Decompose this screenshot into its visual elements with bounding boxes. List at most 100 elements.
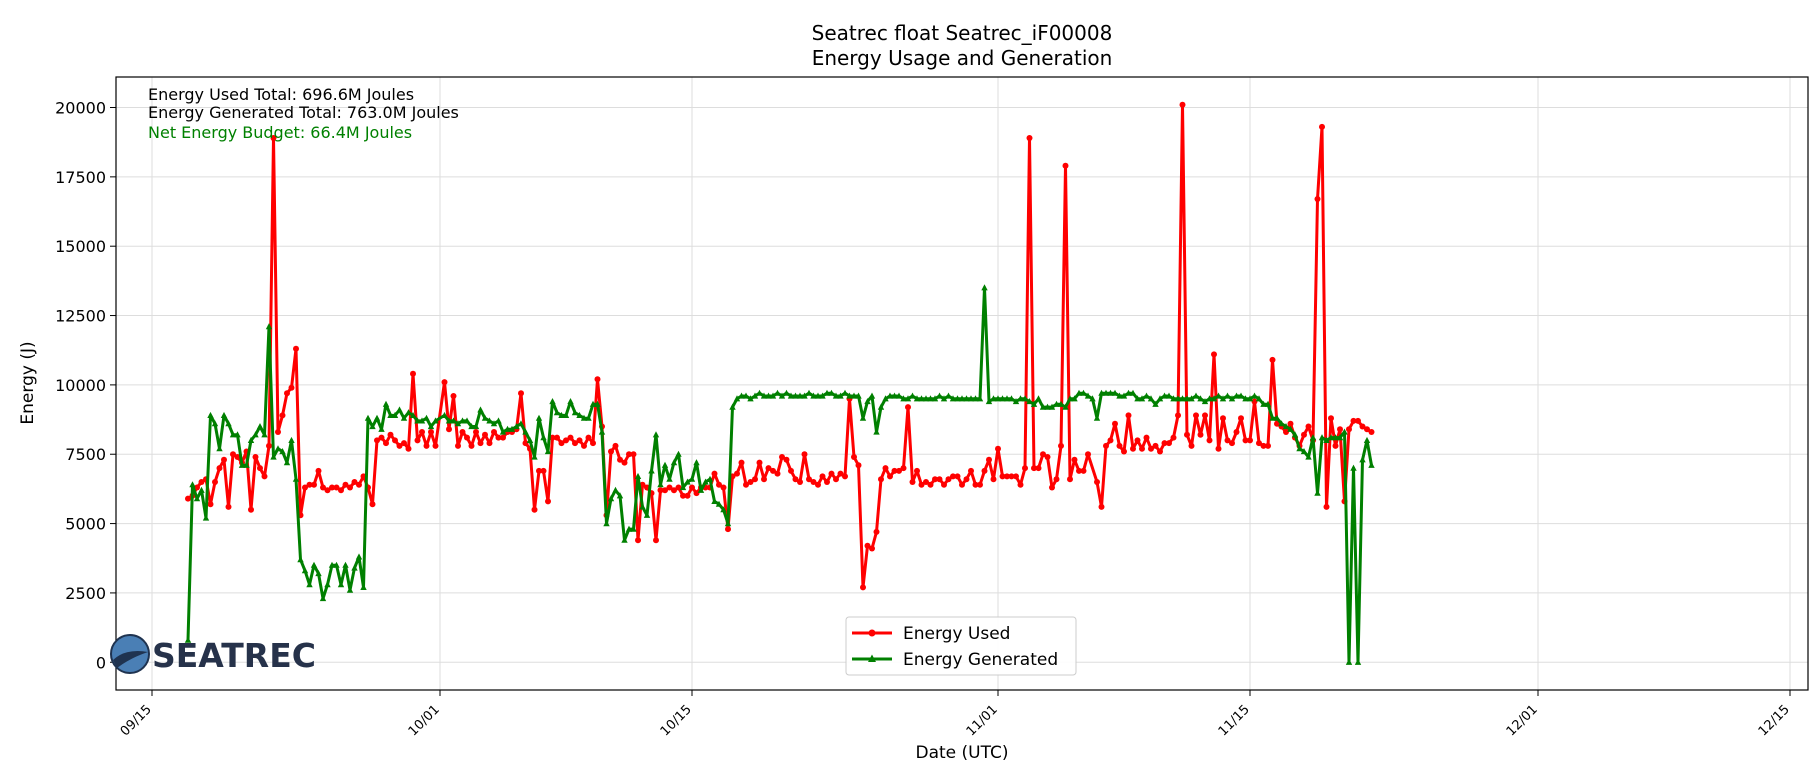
data-point-energy-generated <box>504 425 511 432</box>
data-point-energy-used <box>1008 473 1015 480</box>
data-point-energy-used <box>662 487 668 494</box>
data-point-energy-generated <box>711 497 718 504</box>
data-point-energy-used <box>1044 454 1051 460</box>
data-point-energy-used <box>270 135 277 141</box>
x-axis-label: Date (UTC) <box>915 743 1008 763</box>
data-point-energy-generated <box>1314 489 1321 496</box>
data-point-energy-generated <box>720 506 727 513</box>
data-point-energy-generated <box>1107 389 1114 396</box>
y-tick-label: 0 <box>96 653 106 672</box>
data-point-energy-used <box>891 467 898 474</box>
data-point-energy-generated <box>414 417 421 424</box>
data-point-energy-used <box>1251 398 1258 405</box>
data-point-energy-generated <box>216 445 223 452</box>
data-point-energy-generated <box>679 484 687 491</box>
data-point-energy-used <box>810 479 817 485</box>
data-point-energy-used <box>279 412 286 419</box>
data-point-energy-generated <box>643 511 651 518</box>
data-point-energy-generated <box>1044 403 1051 410</box>
data-point-energy-generated <box>715 500 723 507</box>
data-point-energy-generated <box>432 417 439 424</box>
data-point-energy-generated <box>904 395 912 402</box>
data-point-energy-generated <box>1296 445 1303 452</box>
y-tick-label: 20000 <box>55 99 106 118</box>
data-point-energy-generated <box>202 514 210 521</box>
data-point-energy-generated <box>423 414 430 421</box>
data-point-energy-generated <box>1093 414 1101 421</box>
data-point-energy-generated <box>1161 392 1168 399</box>
data-point-energy-used <box>378 434 385 441</box>
data-point-energy-used <box>833 476 839 483</box>
data-point-energy-generated <box>976 395 984 402</box>
data-point-energy-generated <box>553 409 561 416</box>
data-point-energy-generated <box>1089 395 1096 402</box>
data-point-energy-generated <box>409 411 417 418</box>
data-point-energy-generated <box>909 392 916 399</box>
data-point-energy-used <box>1179 101 1186 108</box>
data-point-energy-used <box>1197 431 1204 438</box>
data-point-energy-used <box>1058 442 1064 449</box>
data-point-energy-used <box>531 506 538 513</box>
data-point-energy-generated <box>1273 414 1281 421</box>
data-point-energy-generated <box>1183 395 1191 402</box>
data-point-energy-used <box>194 484 200 491</box>
data-point-energy-used <box>252 454 259 460</box>
data-point-energy-used <box>1116 442 1123 449</box>
data-point-energy-used <box>1287 420 1294 427</box>
data-point-energy-generated <box>891 392 898 399</box>
data-point-energy-generated <box>1035 395 1042 402</box>
data-point-energy-used <box>333 484 340 491</box>
data-point-energy-used <box>329 484 335 491</box>
data-point-energy-used <box>446 426 452 433</box>
data-point-energy-generated <box>1165 392 1173 399</box>
data-point-energy-generated <box>630 525 637 532</box>
data-point-energy-generated <box>549 398 556 405</box>
data-point-energy-generated <box>459 417 466 424</box>
data-point-energy-generated <box>1345 658 1353 665</box>
data-point-energy-generated <box>580 414 588 421</box>
data-point-energy-used <box>693 490 700 497</box>
y-tick-label: 7500 <box>65 445 106 464</box>
data-point-energy-used <box>482 431 488 438</box>
data-point-energy-generated <box>1021 395 1029 402</box>
data-point-energy-used <box>828 470 835 477</box>
data-point-energy-generated <box>963 395 970 402</box>
data-point-energy-used <box>540 467 547 474</box>
data-point-energy-generated <box>1210 395 1218 402</box>
data-point-energy-generated <box>1179 395 1186 402</box>
plot-frame <box>115 76 1809 691</box>
data-point-energy-generated <box>1188 395 1195 402</box>
data-point-energy-used <box>977 481 983 488</box>
data-point-energy-used <box>797 479 803 485</box>
y-tick-label: 17500 <box>55 168 106 187</box>
data-point-energy-used <box>738 459 745 466</box>
data-point-energy-generated <box>1147 395 1155 402</box>
data-point-energy-used <box>536 467 542 474</box>
data-point-energy-used <box>887 473 893 480</box>
data-point-energy-generated <box>283 459 291 466</box>
data-point-energy-generated <box>747 395 754 402</box>
data-point-energy-used <box>774 470 781 477</box>
data-point-energy-used <box>743 481 749 488</box>
data-point-energy-generated <box>639 503 646 510</box>
data-point-energy-generated <box>657 481 664 488</box>
data-point-energy-generated <box>535 414 543 421</box>
data-point-energy-generated <box>288 436 295 443</box>
data-point-energy-used <box>918 481 925 488</box>
data-point-energy-generated <box>648 467 655 474</box>
data-point-energy-generated <box>967 395 975 402</box>
data-point-energy-used <box>441 379 448 386</box>
legend-generated-marker <box>868 654 876 662</box>
data-point-energy-generated <box>220 411 228 418</box>
data-point-energy-used <box>257 465 263 472</box>
data-point-energy-used <box>1166 440 1172 447</box>
data-point-energy-generated <box>342 561 349 568</box>
data-point-energy-generated <box>1341 428 1348 435</box>
data-point-energy-generated <box>1174 395 1182 402</box>
data-point-energy-used <box>1121 448 1127 455</box>
data-point-energy-generated <box>193 495 201 502</box>
data-point-energy-generated <box>981 284 988 291</box>
data-point-energy-generated <box>1026 398 1033 405</box>
data-point-energy-generated <box>1201 398 1209 405</box>
grid-lines <box>116 77 1808 690</box>
